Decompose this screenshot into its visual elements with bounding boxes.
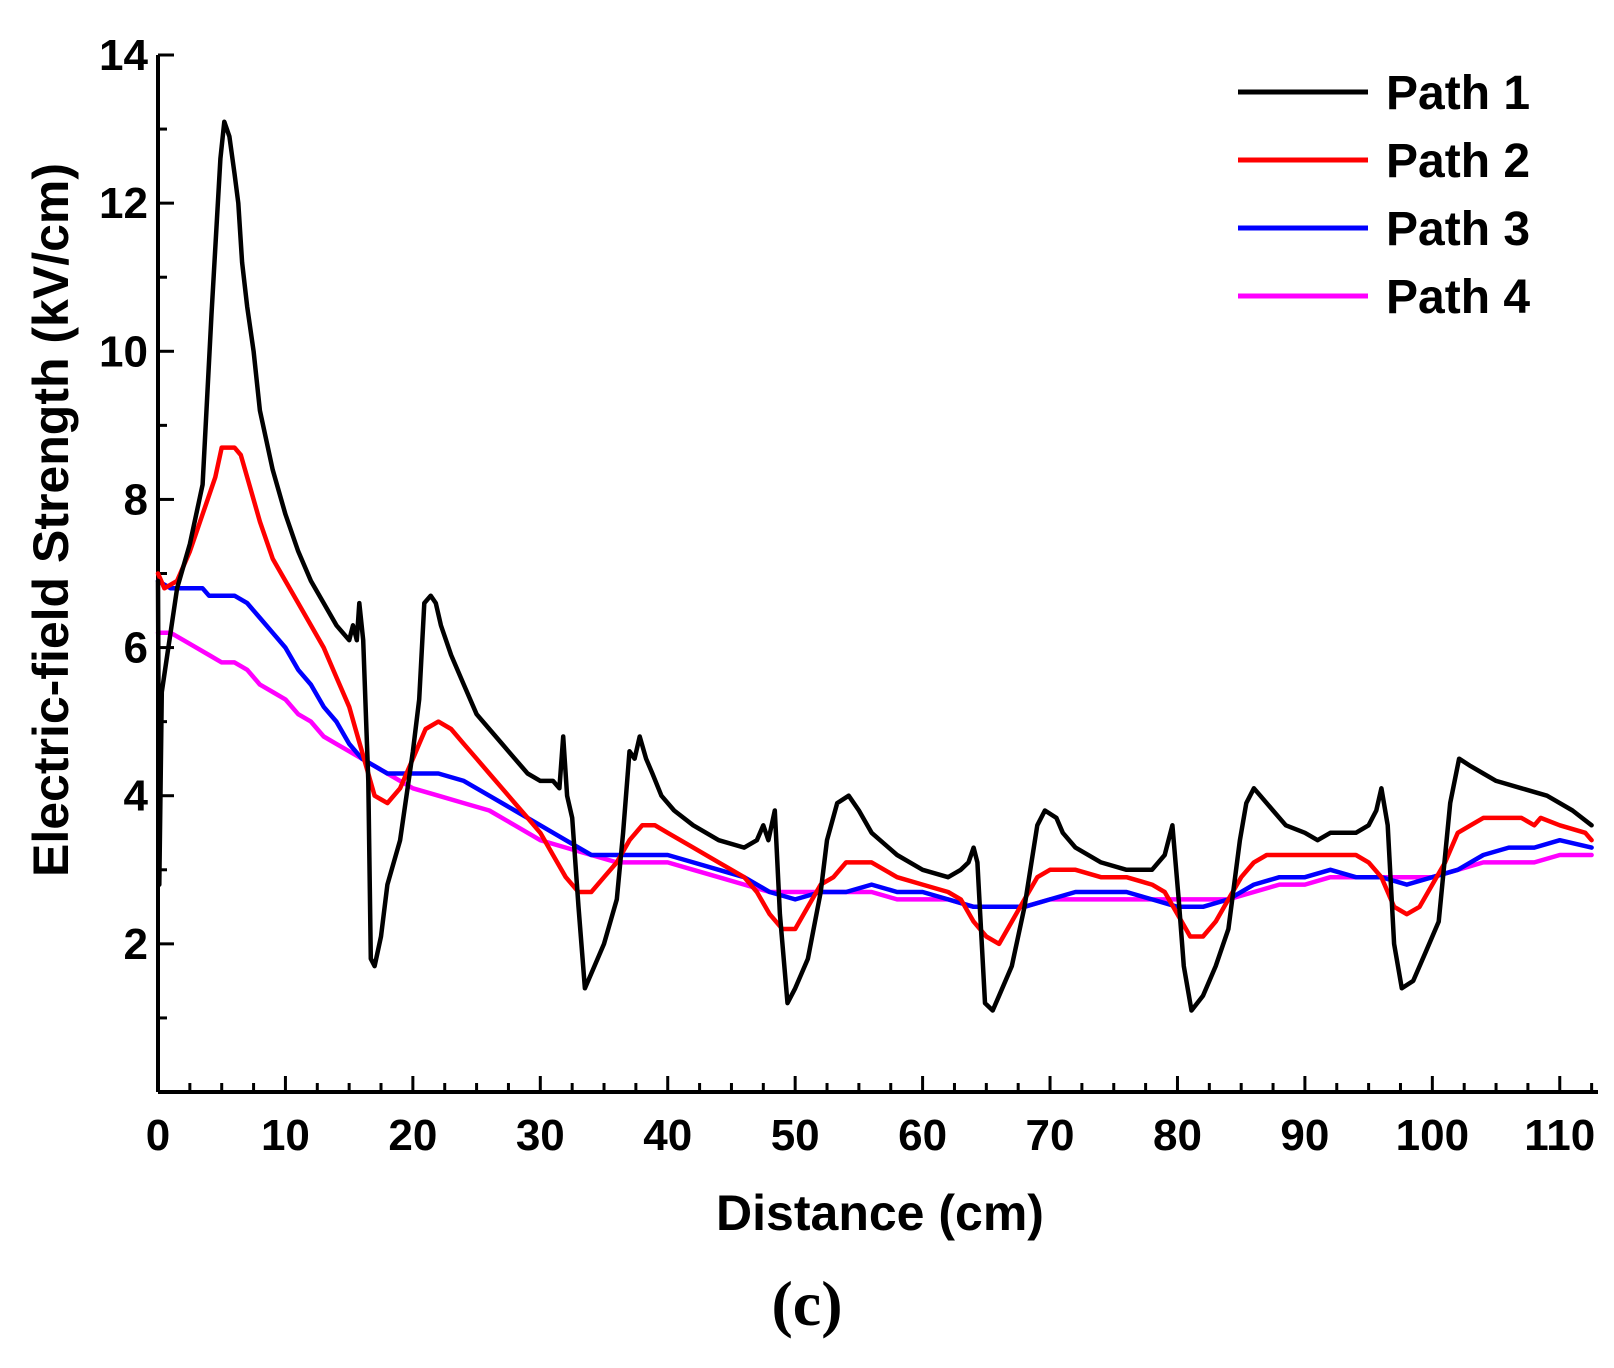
legend-label: Path 4 <box>1386 271 1530 324</box>
y-tick-label: 4 <box>124 772 149 821</box>
legend-label: Path 3 <box>1386 203 1530 256</box>
x-tick-label: 40 <box>643 1111 692 1160</box>
x-tick-label: 10 <box>261 1111 310 1160</box>
panel-label: (c) <box>771 1268 842 1339</box>
x-tick-label: 110 <box>1524 1111 1595 1160</box>
y-tick-label: 8 <box>124 475 148 524</box>
legend-label: Path 2 <box>1386 135 1530 188</box>
legend-item: Path 4 <box>1238 271 1530 324</box>
x-tick-label: 0 <box>146 1111 170 1160</box>
x-axis-title: Distance (cm) <box>716 1185 1044 1241</box>
x-tick-label: 50 <box>771 1111 820 1160</box>
x-tick-label: 80 <box>1153 1111 1202 1160</box>
y-tick-label: 10 <box>99 327 148 376</box>
y-tick-label: 6 <box>124 624 148 673</box>
x-tick-label: 30 <box>516 1111 565 1160</box>
axes: 0 10 20 30 40 50 60 70 80 90 100 110 2 4 6 8 10 12 14 <box>99 31 1598 1160</box>
series-line-path-3 <box>155 578 1594 910</box>
y-tick-label: 14 <box>99 31 148 80</box>
legend: Path 1 Path 2 Path 3 Path 4 <box>1238 67 1530 324</box>
legend-item: Path 3 <box>1238 203 1530 256</box>
legend-item: Path 1 <box>1238 67 1530 120</box>
legend-label: Path 1 <box>1386 67 1530 120</box>
x-tick-label: 20 <box>388 1111 437 1160</box>
y-tick-label: 2 <box>124 920 148 969</box>
x-tick-label: 100 <box>1396 1111 1469 1160</box>
series-line-path-1 <box>155 119 1594 1013</box>
x-tick-label: 70 <box>1026 1111 1075 1160</box>
legend-item: Path 2 <box>1238 135 1530 188</box>
y-axis-title: Electric-field Strength (kV/cm) <box>23 163 79 877</box>
x-tick-label: 60 <box>898 1111 947 1160</box>
x-tick-label: 90 <box>1280 1111 1329 1160</box>
series-line-path-4 <box>155 630 1594 910</box>
y-tick-label: 12 <box>99 179 148 228</box>
series-line-path-2 <box>155 445 1594 947</box>
plot-series <box>155 119 1594 1013</box>
